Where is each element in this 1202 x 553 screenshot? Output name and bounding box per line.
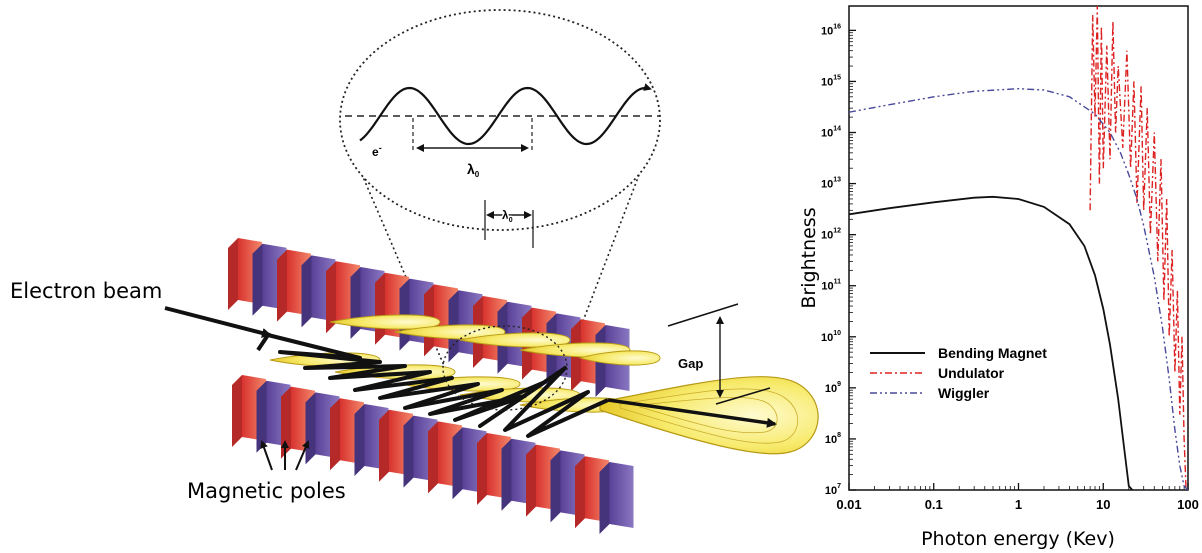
y-tick-label-7: 1014 [821,126,841,140]
y-tick-label-0: 107 [825,483,841,497]
plot-frame [848,5,1189,491]
electron-beam-incoming-arrow [164,306,272,338]
y-tick-label-1: 108 [825,432,841,446]
y-axis-ticks: 107 108 109 1010 1011 1012 1013 1014 1015 1016 [821,23,856,497]
x-axis-ticks: 0.01 0.1 1 10 100 [836,483,1199,512]
period-label: λ0 [502,208,513,224]
zoom-region-circle [442,325,568,411]
x-axis-label: Photon energy (Kev) [921,528,1115,550]
x-tick-label-1: 0.1 [925,497,943,512]
y-axis-label: Brightness [798,207,820,308]
x-tick-label-3: 10 [1096,497,1110,512]
magnifier-cone [341,127,658,369]
inset-sine-wave [359,83,652,146]
electron-label: e- [372,143,382,159]
magnetic-poles-label: Magnetic poles [187,479,346,503]
series-layer [849,6,1188,490]
y-tick-label-4: 1011 [821,279,841,293]
period-dimension: λ0 [484,200,534,248]
radiation-lobes-upper [329,314,661,366]
y-tick-label-9: 1016 [821,23,841,37]
upper-lobe-3 [459,332,571,348]
gap-label: Gap [678,356,703,371]
x-tick-label-4: 100 [1177,497,1199,512]
series-line-bending-magnet [849,195,1133,490]
legend: Bending Magnet Undulator Wiggler [870,345,1047,401]
electron-trajectory [256,333,609,438]
inset-wavelength-label: λ0 [467,161,480,179]
lower-magnet-array [232,375,634,534]
y-tick-label-8: 1015 [821,74,841,88]
brightness-chart: 107 108 109 1010 1011 1012 1013 1014 1015 1016 0.… [798,5,1199,550]
upper-lobe-1 [329,314,441,330]
legend-label-2: Wiggler [938,385,990,401]
upper-lobe-5 [578,350,661,366]
undulator-diagram: λ0 e- λ0 Gap Electron beam [10,9,819,534]
y-tick-label-3: 1010 [821,330,841,344]
lower-pole-16 [599,462,634,534]
legend-label-0: Bending Magnet [938,345,1047,361]
series-line-wiggler [849,87,1188,490]
magnetic-poles-pointer [260,440,310,471]
legend-label-1: Undulator [938,365,1005,381]
y-tick-label-2: 109 [825,381,841,395]
electron-beam-exit-arrow [607,398,777,428]
electron-beam-label: Electron beam [10,279,162,303]
cone-line-left [341,127,446,369]
x-tick-label-0: 0.01 [836,497,861,512]
magnifier-inset: λ0 e- [339,9,661,231]
y-tick-label-6: 1013 [821,177,841,191]
series-line-undulator [1089,6,1187,490]
x-tick-label-2: 1 [1015,497,1022,512]
y-tick-label-5: 1012 [821,228,841,242]
gap-dimension: Gap [667,303,771,405]
upper-lobe-2 [394,324,506,340]
